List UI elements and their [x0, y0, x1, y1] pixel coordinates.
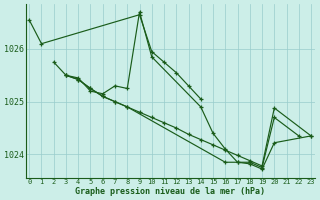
X-axis label: Graphe pression niveau de la mer (hPa): Graphe pression niveau de la mer (hPa): [75, 187, 265, 196]
